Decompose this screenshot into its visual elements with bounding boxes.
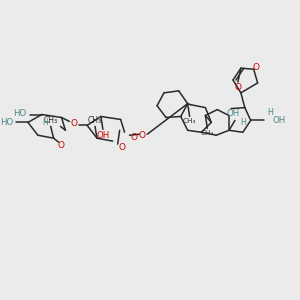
Text: OH: OH xyxy=(226,109,240,118)
Text: OH: OH xyxy=(272,116,286,125)
Text: HO: HO xyxy=(0,118,13,127)
Text: O: O xyxy=(71,119,78,128)
Text: OH: OH xyxy=(96,131,110,140)
Text: H: H xyxy=(268,108,273,117)
Text: H: H xyxy=(42,118,48,127)
Text: CH₃: CH₃ xyxy=(88,116,102,125)
Text: O: O xyxy=(139,131,146,140)
Text: O: O xyxy=(131,133,138,142)
Text: O: O xyxy=(234,83,242,92)
Text: HO: HO xyxy=(14,109,27,118)
Text: CH₃: CH₃ xyxy=(201,130,214,136)
Text: CH₃: CH₃ xyxy=(183,118,196,124)
Text: CH₃: CH₃ xyxy=(44,116,58,125)
Text: O: O xyxy=(252,63,259,72)
Text: O: O xyxy=(118,142,125,152)
Text: O: O xyxy=(58,141,65,150)
Text: H: H xyxy=(240,118,246,127)
